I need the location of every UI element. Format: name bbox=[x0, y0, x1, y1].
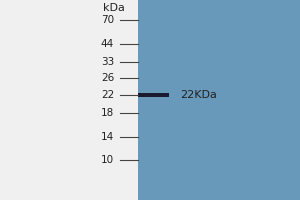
Text: 26: 26 bbox=[101, 73, 114, 83]
Text: 33: 33 bbox=[101, 57, 114, 67]
Bar bbox=[138, 93, 169, 97]
Text: kDa: kDa bbox=[103, 3, 125, 13]
Text: 10: 10 bbox=[101, 155, 114, 165]
Bar bbox=[138, 0, 300, 200]
Text: 44: 44 bbox=[101, 39, 114, 49]
Text: 70: 70 bbox=[101, 15, 114, 25]
Text: 18: 18 bbox=[101, 108, 114, 118]
Text: 22: 22 bbox=[101, 90, 114, 100]
Text: 14: 14 bbox=[101, 132, 114, 142]
Text: 22KDa: 22KDa bbox=[180, 90, 217, 100]
